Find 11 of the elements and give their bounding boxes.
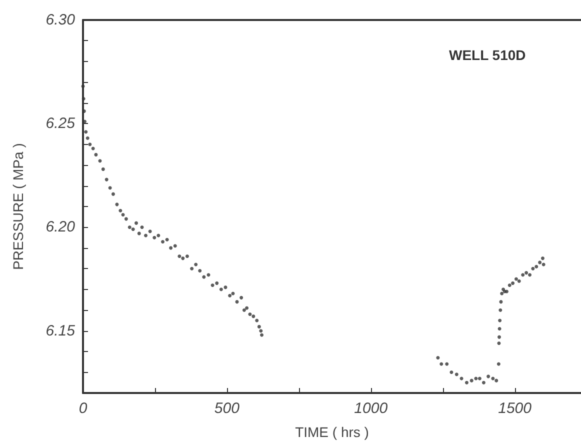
y-tick-label: 6.15 xyxy=(46,322,76,340)
x-tick-label: 500 xyxy=(214,400,240,417)
x-axis-title: TIME ( hrs ) xyxy=(295,424,369,440)
y-tick-label: 6.25 xyxy=(46,115,76,132)
y-tick-label: 6.30 xyxy=(46,12,76,28)
annotation: WELL 510D xyxy=(448,47,526,63)
x-tick-label: 1500 xyxy=(498,400,532,417)
y-axis-title: PRESSURE ( MPa ) xyxy=(10,143,26,270)
x-tick-label: 0 xyxy=(78,400,88,417)
x-tick-label: 1000 xyxy=(354,400,388,417)
y-tick-label: 6.20 xyxy=(46,218,76,236)
